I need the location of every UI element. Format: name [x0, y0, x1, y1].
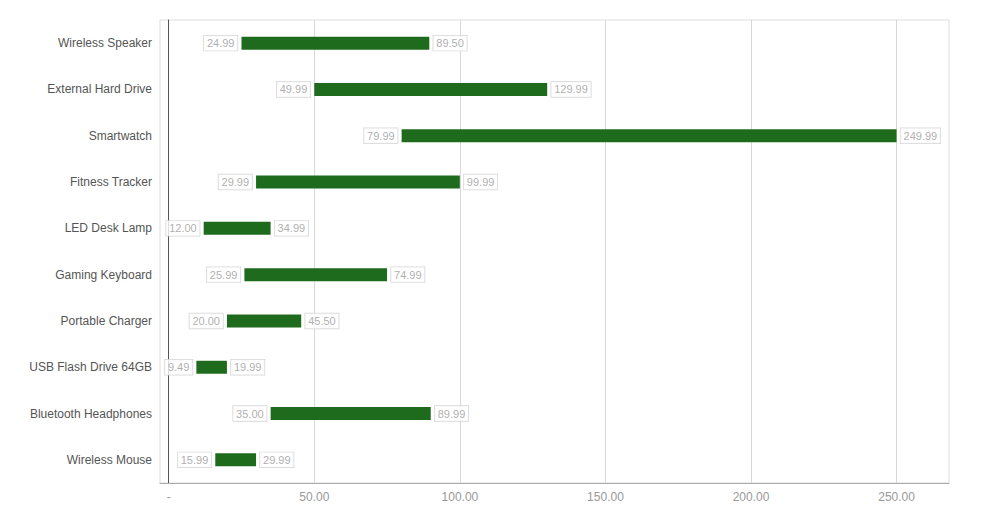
svg-text:-: - [167, 490, 171, 504]
svg-text:49.99: 49.99 [280, 83, 308, 95]
svg-text:89.50: 89.50 [436, 37, 464, 49]
svg-text:249.99: 249.99 [904, 130, 938, 142]
svg-text:45.50: 45.50 [308, 315, 336, 327]
svg-text:15.99: 15.99 [181, 454, 209, 466]
svg-text:29.99: 29.99 [263, 454, 291, 466]
svg-text:Wireless Speaker: Wireless Speaker [58, 36, 152, 50]
svg-text:100.00: 100.00 [442, 490, 479, 504]
svg-text:Gaming Keyboard: Gaming Keyboard [55, 268, 152, 282]
svg-text:35.00: 35.00 [236, 408, 264, 420]
svg-text:29.99: 29.99 [222, 176, 250, 188]
svg-text:20.00: 20.00 [192, 315, 220, 327]
svg-text:129.99: 129.99 [554, 83, 588, 95]
svg-text:74.99: 74.99 [394, 269, 422, 281]
svg-text:79.99: 79.99 [367, 130, 395, 142]
svg-text:Wireless Mouse: Wireless Mouse [67, 453, 153, 467]
svg-text:External Hard Drive: External Hard Drive [47, 82, 152, 96]
svg-text:Bluetooth Headphones: Bluetooth Headphones [30, 407, 152, 421]
svg-text:Smartwatch: Smartwatch [89, 129, 152, 143]
svg-text:Fitness Tracker: Fitness Tracker [70, 175, 152, 189]
svg-text:24.99: 24.99 [207, 37, 235, 49]
svg-text:19.99: 19.99 [234, 361, 262, 373]
svg-text:LED Desk Lamp: LED Desk Lamp [65, 221, 153, 235]
svg-text:34.99: 34.99 [278, 222, 306, 234]
svg-text:250.00: 250.00 [878, 490, 915, 504]
svg-text:99.99: 99.99 [467, 176, 495, 188]
svg-text:150.00: 150.00 [587, 490, 624, 504]
svg-text:25.99: 25.99 [210, 269, 238, 281]
svg-text:Portable Charger: Portable Charger [61, 314, 152, 328]
svg-text:89.99: 89.99 [438, 408, 466, 420]
svg-text:12.00: 12.00 [169, 222, 197, 234]
svg-text:9.49: 9.49 [168, 361, 189, 373]
svg-text:200.00: 200.00 [733, 490, 770, 504]
svg-text:USB Flash Drive 64GB: USB Flash Drive 64GB [29, 360, 152, 374]
svg-text:50.00: 50.00 [299, 490, 329, 504]
